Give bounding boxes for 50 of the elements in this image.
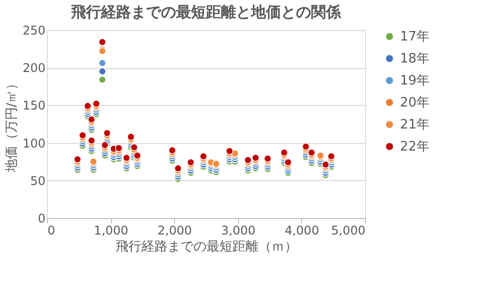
legend-label: 18年 bbox=[400, 52, 430, 66]
point bbox=[327, 152, 336, 160]
point bbox=[88, 136, 96, 144]
point bbox=[322, 160, 330, 168]
point bbox=[186, 158, 195, 166]
point bbox=[252, 154, 260, 162]
point bbox=[226, 147, 234, 155]
point bbox=[103, 129, 111, 137]
chart-title: 飛行経路までの最短距離と地価との関係 bbox=[70, 3, 342, 21]
x-tick-label: 1,000 bbox=[94, 224, 128, 238]
point bbox=[264, 154, 272, 162]
legend-label: 20年 bbox=[400, 96, 430, 110]
x-tick-label: 3,000 bbox=[221, 224, 256, 238]
point bbox=[308, 148, 316, 156]
x-tick-label: 4,000 bbox=[284, 224, 320, 238]
y-tick-label: 50 bbox=[30, 174, 46, 188]
point bbox=[168, 146, 176, 154]
legend-label: 22年 bbox=[400, 140, 430, 154]
point bbox=[98, 76, 106, 84]
x-tick-label: 2,000 bbox=[158, 224, 192, 238]
point bbox=[130, 143, 138, 152]
point bbox=[78, 131, 86, 140]
legend-label: 19年 bbox=[400, 74, 430, 88]
y-tick-label: 250 bbox=[22, 24, 46, 38]
x-tick-label: 0 bbox=[48, 224, 56, 238]
y-tick-label: 200 bbox=[22, 61, 46, 76]
point bbox=[98, 38, 106, 46]
legend-label: 17年 bbox=[400, 30, 430, 44]
point bbox=[284, 158, 292, 166]
point bbox=[280, 148, 288, 156]
point bbox=[302, 142, 310, 150]
point bbox=[84, 102, 92, 110]
point bbox=[122, 154, 130, 162]
point bbox=[88, 116, 96, 124]
point bbox=[74, 155, 82, 164]
y-tick-label: 150 bbox=[22, 98, 46, 113]
point bbox=[133, 152, 142, 160]
legend-label: 21年 bbox=[400, 118, 430, 132]
y-tick-label: 0 bbox=[38, 212, 46, 226]
point bbox=[200, 152, 208, 160]
x-axis-title: 飛行経路までの最短距離（ｍ） bbox=[116, 240, 298, 254]
point bbox=[115, 144, 123, 152]
point bbox=[98, 59, 106, 67]
x-tick-label: 5,000 bbox=[331, 224, 366, 238]
point bbox=[244, 156, 252, 164]
point bbox=[98, 68, 106, 76]
y-tick-label: 100 bbox=[22, 136, 46, 150]
point bbox=[92, 100, 100, 108]
y-axis-title: 地価（万円/㎡） bbox=[4, 76, 20, 174]
point bbox=[127, 132, 135, 141]
